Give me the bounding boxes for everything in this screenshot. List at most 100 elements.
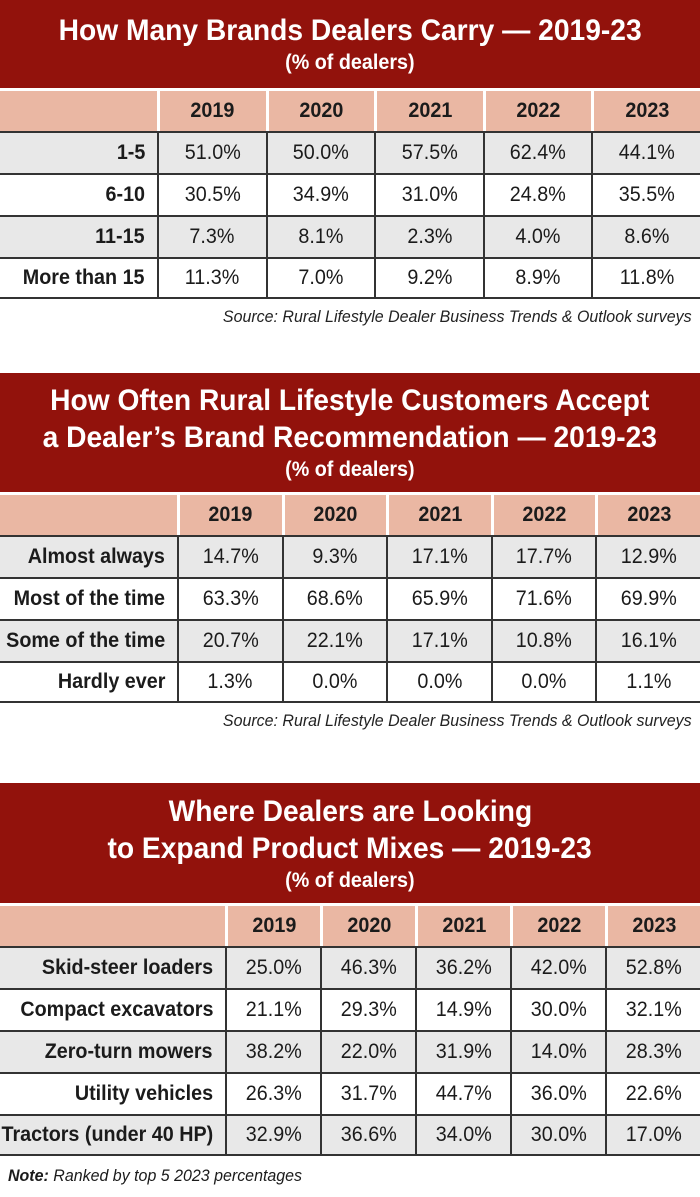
value-cell: 17.1%	[386, 535, 491, 577]
corner-header-cell	[0, 906, 225, 946]
value-cell: 38.2%	[225, 1030, 320, 1072]
value-cell: 57.5%	[374, 131, 483, 173]
note-body: Ranked by top 5 2023 percentages	[48, 1166, 303, 1185]
table-section-brand-recommendation: How Often Rural Lifestyle Customers Acce…	[0, 373, 700, 731]
corner-header-cell	[0, 495, 177, 535]
value-cell: 51.0%	[157, 131, 266, 173]
year-header-cell: 2021	[386, 495, 491, 535]
value-cell: 2.3%	[374, 215, 483, 257]
source-text: Source: Rural Lifestyle Dealer Business …	[223, 711, 692, 730]
value-cell: 22.1%	[281, 619, 387, 661]
year-header-cell: 2021	[374, 91, 483, 131]
value-cell: 34.0%	[415, 1114, 510, 1156]
year-header-cell: 2020	[281, 495, 387, 535]
table-title-line: a Dealer’s Brand Recommendation — 2019-2…	[42, 421, 658, 454]
value-cell: 14.9%	[415, 988, 510, 1030]
value-cell: 17.7%	[490, 535, 596, 577]
value-cell: 52.8%	[605, 946, 700, 988]
table-title-line: How Often Rural Lifestyle Customers Acce…	[50, 384, 650, 417]
table-title-banner: How Many Brands Dealers Carry — 2019-23 (…	[0, 0, 700, 88]
row-label-cell: More than 15	[0, 257, 157, 299]
value-cell: 31.9%	[415, 1030, 510, 1072]
value-cell: 24.8%	[482, 173, 592, 215]
year-header-cell: 2020	[320, 906, 415, 946]
year-header-cell: 2021	[415, 906, 510, 946]
value-cell: 50.0%	[265, 131, 375, 173]
value-cell: 62.4%	[482, 131, 592, 173]
value-cell: 63.3%	[177, 577, 282, 619]
row-label-cell: Some of the time	[0, 619, 177, 661]
value-cell: 34.9%	[265, 173, 375, 215]
value-cell: 31.0%	[374, 173, 483, 215]
value-cell: 14.7%	[177, 535, 282, 577]
value-cell: 1.1%	[595, 661, 700, 703]
year-header-cell: 2022	[510, 906, 605, 946]
table-section-product-mix-expansion: Where Dealers are Looking to Expand Produ…	[0, 783, 700, 1188]
data-table: 2019 2020 2021 2022 2023 Almost always 14.7% 9.…	[0, 495, 700, 703]
source-attribution: Source: Rural Lifestyle Dealer Business …	[0, 711, 700, 731]
table-title-banner: How Often Rural Lifestyle Customers Acce…	[0, 373, 700, 492]
value-cell: 12.9%	[595, 535, 700, 577]
value-cell: 42.0%	[510, 946, 605, 988]
row-label-cell: Hardly ever	[0, 661, 177, 703]
data-table: 2019 2020 2021 2022 2023 Skid-steer loaders 25…	[0, 906, 700, 1156]
year-header-cell: 2019	[177, 495, 282, 535]
value-cell: 36.2%	[415, 946, 510, 988]
value-cell: 22.0%	[320, 1030, 415, 1072]
value-cell: 32.9%	[225, 1114, 320, 1156]
value-cell: 20.7%	[177, 619, 282, 661]
row-label-cell: Almost always	[0, 535, 177, 577]
table-section-brands-carried: How Many Brands Dealers Carry — 2019-23 (…	[0, 0, 700, 327]
value-cell: 26.3%	[225, 1072, 320, 1114]
note-inner: Note: Ranked by top 5 2023 percentages	[8, 1166, 302, 1186]
row-label-cell: Compact excavators	[0, 988, 225, 1030]
row-label-cell: 1-5	[0, 131, 157, 173]
year-header-cell: 2023	[591, 91, 700, 131]
value-cell: 14.0%	[510, 1030, 605, 1072]
value-cell: 25.0%	[225, 946, 320, 988]
year-header-cell: 2022	[490, 495, 596, 535]
value-cell: 71.6%	[490, 577, 596, 619]
value-cell: 0.0%	[281, 661, 387, 703]
row-label-cell: Tractors (under 40 HP)	[0, 1114, 225, 1156]
value-cell: 7.3%	[157, 215, 266, 257]
year-header-cell: 2023	[595, 495, 700, 535]
year-header-cell: 2020	[265, 91, 375, 131]
value-cell: 17.0%	[605, 1114, 700, 1156]
year-header-cell: 2019	[157, 91, 266, 131]
value-cell: 46.3%	[320, 946, 415, 988]
table-title-banner: Where Dealers are Looking to Expand Produ…	[0, 783, 700, 903]
source-text: Source: Rural Lifestyle Dealer Business …	[223, 307, 692, 326]
value-cell: 21.1%	[225, 988, 320, 1030]
value-cell: 0.0%	[386, 661, 491, 703]
year-header-cell: 2022	[482, 91, 592, 131]
value-cell: 10.8%	[490, 619, 596, 661]
value-cell: 16.1%	[595, 619, 700, 661]
row-label-cell: Skid-steer loaders	[0, 946, 225, 988]
value-cell: 44.7%	[415, 1072, 510, 1114]
value-cell: 1.3%	[177, 661, 282, 703]
table-subtitle: (% of dealers)	[285, 868, 415, 892]
row-label-cell: Utility vehicles	[0, 1072, 225, 1114]
row-label-cell: Most of the time	[0, 577, 177, 619]
value-cell: 69.9%	[595, 577, 700, 619]
value-cell: 31.7%	[320, 1072, 415, 1114]
value-cell: 44.1%	[591, 131, 700, 173]
value-cell: 30.0%	[510, 988, 605, 1030]
year-header-cell: 2019	[225, 906, 320, 946]
value-cell: 0.0%	[490, 661, 596, 703]
value-cell: 4.0%	[482, 215, 592, 257]
row-label-cell: Zero-turn mowers	[0, 1030, 225, 1072]
value-cell: 35.5%	[591, 173, 700, 215]
table-subtitle: (% of dealers)	[285, 458, 415, 481]
value-cell: 22.6%	[605, 1072, 700, 1114]
value-cell: 68.6%	[281, 577, 387, 619]
value-cell: 32.1%	[605, 988, 700, 1030]
table-title-line: Where Dealers are Looking	[168, 794, 532, 828]
value-cell: 65.9%	[386, 577, 491, 619]
value-cell: 8.1%	[265, 215, 375, 257]
value-cell: 8.9%	[482, 257, 592, 299]
row-label-cell: 11-15	[0, 215, 157, 257]
value-cell: 30.5%	[157, 173, 266, 215]
value-cell: 9.3%	[281, 535, 387, 577]
